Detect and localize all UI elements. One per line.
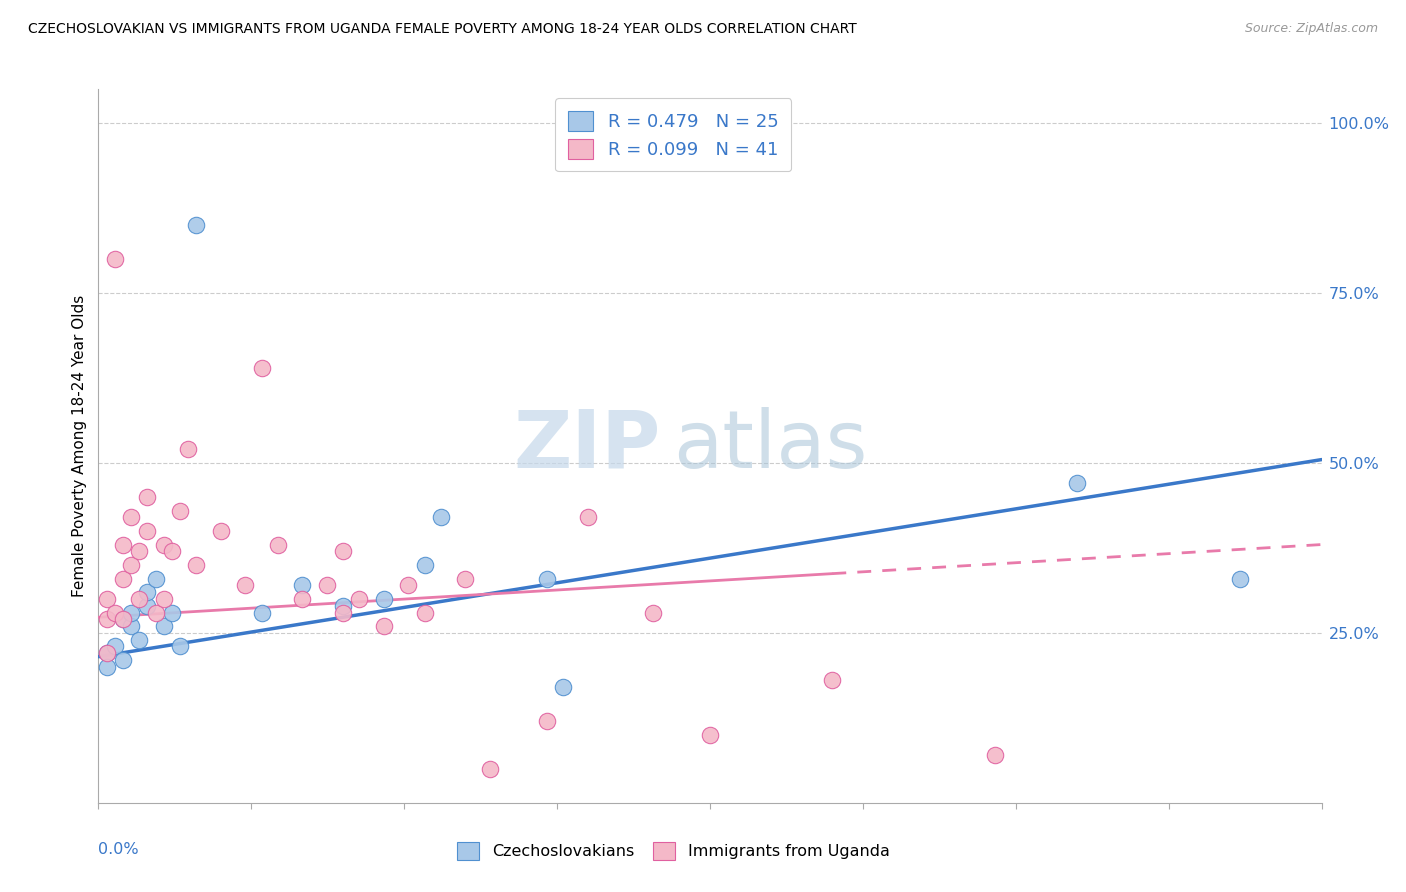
Point xyxy=(96,646,118,660)
Point xyxy=(349,591,371,606)
Point xyxy=(128,632,150,647)
Point xyxy=(267,537,290,551)
Point xyxy=(821,673,844,688)
Point xyxy=(641,606,664,620)
Point xyxy=(96,591,118,606)
Point xyxy=(209,524,232,538)
Legend: Czechoslovakians, Immigrants from Uganda: Czechoslovakians, Immigrants from Uganda xyxy=(450,836,897,866)
Point xyxy=(128,544,150,558)
Point xyxy=(120,606,142,620)
Point xyxy=(111,612,134,626)
Point xyxy=(1229,572,1251,586)
Point xyxy=(1066,476,1088,491)
Point xyxy=(169,640,191,654)
Point xyxy=(152,591,174,606)
Point xyxy=(413,558,436,572)
Point xyxy=(699,728,721,742)
Point xyxy=(291,578,314,592)
Point xyxy=(152,619,174,633)
Point xyxy=(536,714,558,729)
Point xyxy=(111,537,134,551)
Point xyxy=(104,606,127,620)
Point xyxy=(186,558,208,572)
Text: CZECHOSLOVAKIAN VS IMMIGRANTS FROM UGANDA FEMALE POVERTY AMONG 18-24 YEAR OLDS C: CZECHOSLOVAKIAN VS IMMIGRANTS FROM UGAND… xyxy=(28,22,856,37)
Point xyxy=(553,680,575,694)
Point xyxy=(186,218,208,232)
Point xyxy=(152,537,174,551)
Point xyxy=(291,591,314,606)
Point xyxy=(111,572,134,586)
Point xyxy=(984,748,1007,763)
Point xyxy=(104,640,127,654)
Point xyxy=(576,510,599,524)
Point xyxy=(136,585,159,599)
Point xyxy=(396,578,419,592)
Point xyxy=(136,524,159,538)
Point xyxy=(430,510,453,524)
Point xyxy=(96,646,118,660)
Point xyxy=(111,612,134,626)
Point xyxy=(128,591,150,606)
Point xyxy=(233,578,256,592)
Point xyxy=(160,544,183,558)
Point xyxy=(120,619,142,633)
Text: ZIP: ZIP xyxy=(513,407,661,485)
Point xyxy=(96,612,118,626)
Point xyxy=(373,619,395,633)
Point xyxy=(373,591,395,606)
Text: Source: ZipAtlas.com: Source: ZipAtlas.com xyxy=(1244,22,1378,36)
Point xyxy=(332,606,354,620)
Point xyxy=(250,360,273,375)
Point xyxy=(111,653,134,667)
Point xyxy=(136,490,159,504)
Point xyxy=(160,606,183,620)
Point xyxy=(104,252,127,266)
Point xyxy=(478,762,501,776)
Y-axis label: Female Poverty Among 18-24 Year Olds: Female Poverty Among 18-24 Year Olds xyxy=(72,295,87,597)
Point xyxy=(145,606,167,620)
Point xyxy=(177,442,200,457)
Point xyxy=(454,572,477,586)
Point xyxy=(315,578,337,592)
Text: 0.0%: 0.0% xyxy=(98,842,139,857)
Point xyxy=(332,544,354,558)
Point xyxy=(120,510,142,524)
Text: atlas: atlas xyxy=(673,407,868,485)
Point xyxy=(169,503,191,517)
Point xyxy=(413,606,436,620)
Point xyxy=(250,606,273,620)
Point xyxy=(536,572,558,586)
Point xyxy=(136,599,159,613)
Point xyxy=(145,572,167,586)
Point xyxy=(96,660,118,674)
Point xyxy=(120,558,142,572)
Point xyxy=(332,599,354,613)
